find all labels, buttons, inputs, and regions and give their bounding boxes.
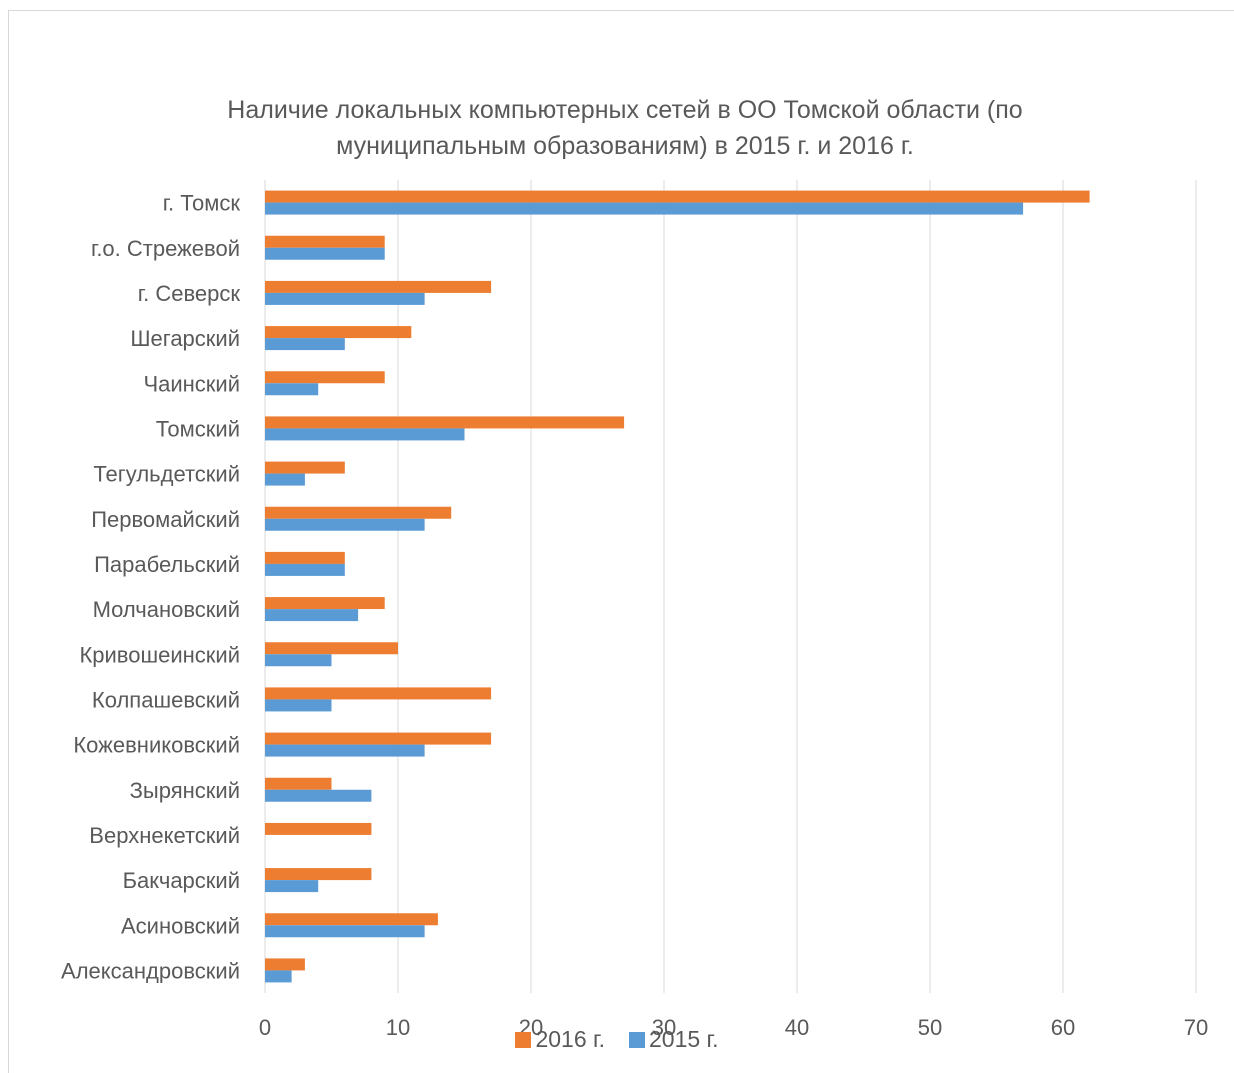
category-labels: г. Томск г.о. Стрежевой г. Северск Шегарски… — [61, 191, 240, 984]
bar-2016 — [265, 326, 412, 339]
category-label: Тегульдетский — [93, 462, 240, 487]
x-tick-label: 30 — [652, 1015, 676, 1040]
x-tick-label: 40 — [785, 1015, 809, 1040]
bar-2015 — [265, 428, 465, 441]
category-label: г.о. Стрежевой — [91, 236, 240, 261]
bar-2016 — [265, 732, 492, 745]
x-axis-tick-labels: 0 10 20 30 40 50 60 70 — [259, 1015, 1208, 1040]
bar-2015 — [265, 518, 425, 531]
chart-title: Наличие локальных компьютерных сетей в О… — [227, 96, 1023, 160]
category-label: Асиновский — [121, 913, 240, 938]
bar-2015 — [265, 654, 332, 667]
bar-2016 — [265, 551, 345, 564]
category-label: Кожевниковский — [73, 733, 240, 758]
bar-2015 — [265, 383, 319, 396]
bar-2015 — [265, 292, 425, 305]
bar-2015 — [265, 473, 305, 486]
category-label: Колпашевский — [92, 687, 240, 712]
category-label: Александровский — [61, 958, 240, 983]
x-tick-label: 10 — [386, 1015, 410, 1040]
legend-item-2015: 2015 г. — [629, 1026, 719, 1053]
chart-frame — [8, 10, 1234, 1073]
bar-2016 — [265, 687, 492, 700]
bar-2016 — [265, 190, 1090, 203]
bar-2016 — [265, 461, 345, 474]
category-label: Чаинский — [143, 371, 240, 396]
bars — [265, 190, 1090, 983]
gridlines — [264, 180, 1197, 993]
bar-2015 — [265, 970, 292, 983]
category-label: Парабельский — [94, 552, 240, 577]
bar-2015 — [265, 247, 385, 260]
category-label: г. Северск — [138, 281, 241, 306]
bar-2016 — [265, 416, 625, 429]
bar-2016 — [265, 913, 438, 926]
bar-2016 — [265, 642, 398, 655]
x-tick-label: 60 — [1051, 1015, 1075, 1040]
bar-2016 — [265, 822, 372, 835]
x-tick-label: 70 — [1184, 1015, 1208, 1040]
category-label: Кривошеинский — [79, 642, 240, 667]
legend-label-2016: 2016 г. — [535, 1026, 605, 1052]
bar-2016 — [265, 958, 305, 971]
category-label: Первомайский — [91, 507, 240, 532]
bar-2015 — [265, 744, 425, 757]
legend-swatch-2015 — [629, 1031, 645, 1048]
category-label: Зырянский — [130, 778, 240, 803]
bar-2015 — [265, 338, 345, 351]
x-tick-label: 50 — [918, 1015, 942, 1040]
legend-item-2016: 2016 г. — [515, 1026, 605, 1053]
bar-2016 — [265, 235, 385, 248]
category-label: Бакчарский — [123, 868, 240, 893]
legend-label-2015: 2015 г. — [649, 1026, 719, 1052]
bar-2016 — [265, 868, 372, 881]
bar-2016 — [265, 506, 452, 519]
bar-2015 — [265, 202, 1024, 215]
x-tick-label: 0 — [259, 1015, 271, 1040]
bar-2015 — [265, 925, 425, 938]
bar-2016 — [265, 280, 492, 293]
category-label: Молчановский — [93, 597, 240, 622]
bar-2015 — [265, 563, 345, 576]
bar-2016 — [265, 371, 385, 384]
bar-2015 — [265, 699, 332, 712]
bar-2016 — [265, 777, 332, 790]
category-label: Томский — [156, 416, 240, 441]
bar-2016 — [265, 597, 385, 610]
bar-2015 — [265, 880, 319, 893]
legend-swatch-2016 — [515, 1031, 532, 1048]
bar-2015 — [265, 609, 359, 622]
category-label: г. Томск — [163, 191, 241, 216]
legend: 2016 г. 2015 г. — [0, 1026, 1234, 1053]
category-label: Верхнекетский — [89, 823, 240, 848]
bar-2015 — [265, 789, 372, 802]
category-label: Шегарский — [130, 326, 240, 351]
